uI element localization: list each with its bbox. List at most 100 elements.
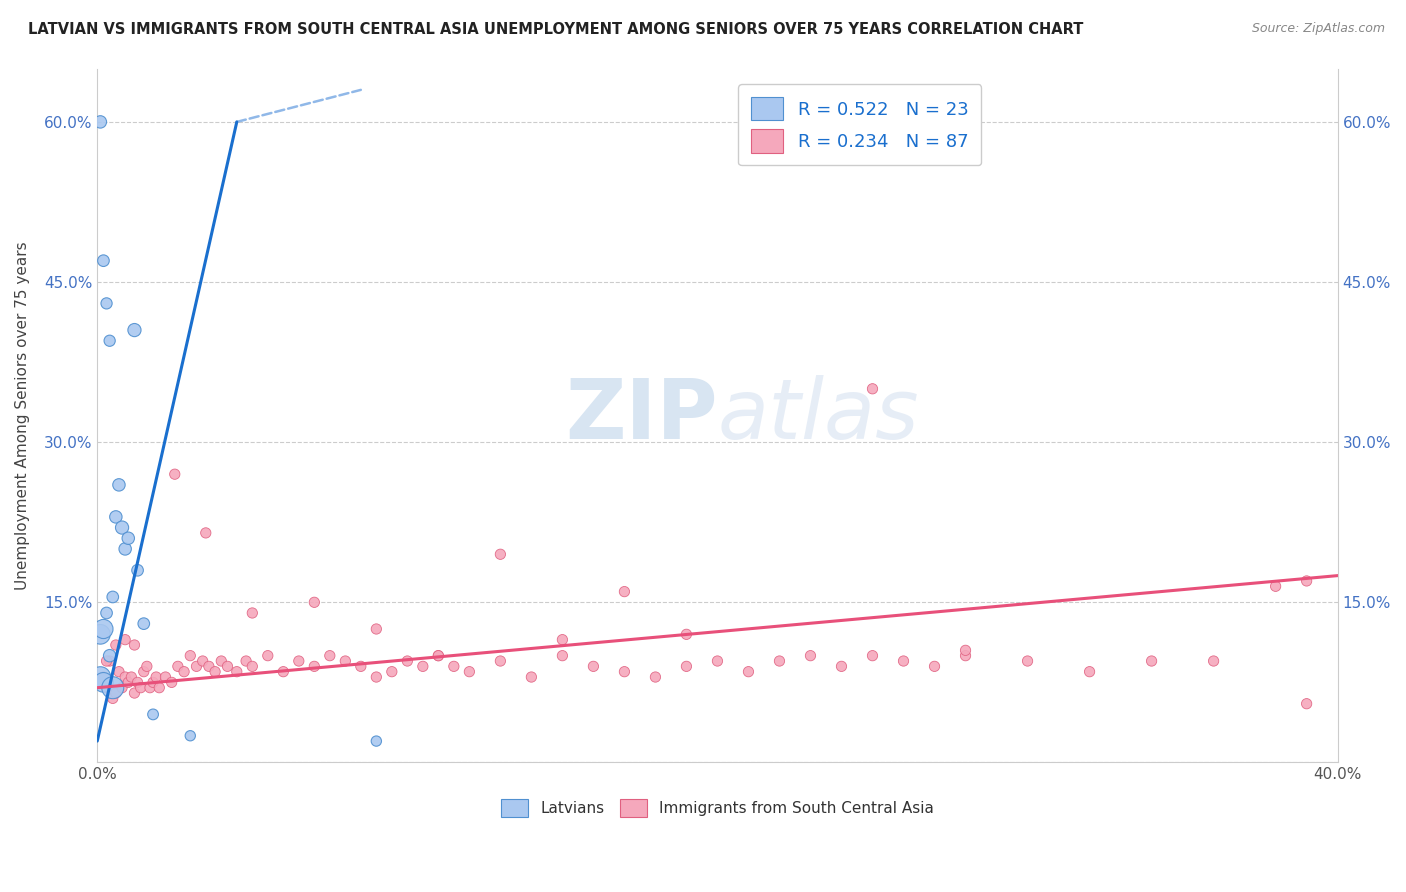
Point: [319, 648, 342, 663]
Point: [335, 654, 357, 668]
Point: [127, 675, 149, 690]
Point: [768, 654, 790, 668]
Point: [204, 665, 226, 679]
Point: [862, 648, 884, 663]
Point: [443, 659, 465, 673]
Point: [93, 253, 115, 268]
Point: [191, 654, 214, 668]
Point: [304, 595, 326, 609]
Point: [129, 681, 152, 695]
Point: [111, 681, 134, 695]
Point: [427, 648, 450, 663]
Point: [235, 654, 257, 668]
Point: [893, 654, 915, 668]
Text: LATVIAN VS IMMIGRANTS FROM SOUTH CENTRAL ASIA UNEMPLOYMENT AMONG SENIORS OVER 75: LATVIAN VS IMMIGRANTS FROM SOUTH CENTRAL…: [28, 22, 1084, 37]
Point: [114, 632, 136, 647]
Point: [924, 659, 946, 673]
Point: [366, 734, 388, 748]
Point: [93, 622, 115, 636]
Point: [551, 632, 574, 647]
Point: [186, 659, 208, 673]
Point: [412, 659, 434, 673]
Point: [167, 659, 190, 673]
Point: [366, 670, 388, 684]
Point: [288, 654, 311, 668]
Point: [489, 654, 512, 668]
Point: [160, 675, 183, 690]
Point: [135, 659, 157, 673]
Point: [955, 643, 977, 657]
Point: [830, 659, 852, 673]
Point: [96, 681, 118, 695]
Point: [366, 622, 388, 636]
Point: [104, 509, 127, 524]
Point: [98, 334, 121, 348]
Point: [1140, 654, 1163, 668]
Point: [520, 670, 543, 684]
Point: [458, 665, 481, 679]
Point: [350, 659, 373, 673]
Point: [117, 675, 139, 690]
Text: atlas: atlas: [717, 375, 920, 456]
Point: [89, 627, 111, 641]
Point: [256, 648, 278, 663]
Point: [127, 563, 149, 577]
Point: [98, 648, 121, 663]
Point: [142, 707, 165, 722]
Point: [132, 665, 155, 679]
Point: [142, 675, 165, 690]
Point: [155, 670, 177, 684]
Point: [862, 382, 884, 396]
Point: [101, 691, 124, 706]
Point: [163, 467, 186, 482]
Point: [1295, 697, 1317, 711]
Point: [179, 648, 201, 663]
Point: [209, 654, 232, 668]
Point: [98, 654, 121, 668]
Point: [613, 584, 636, 599]
Point: [1078, 665, 1101, 679]
Point: [675, 659, 697, 673]
Point: [194, 525, 217, 540]
Point: [582, 659, 605, 673]
Point: [240, 659, 263, 673]
Point: [96, 654, 118, 668]
Point: [240, 606, 263, 620]
Point: [101, 681, 124, 695]
Point: [644, 670, 666, 684]
Point: [93, 670, 115, 684]
Point: [139, 681, 162, 695]
Point: [96, 606, 118, 620]
Point: [396, 654, 419, 668]
Point: [96, 296, 118, 310]
Point: [120, 670, 142, 684]
Point: [173, 665, 195, 679]
Point: [1202, 654, 1225, 668]
Point: [955, 648, 977, 663]
Point: [111, 520, 134, 534]
Point: [225, 665, 247, 679]
Point: [706, 654, 728, 668]
Point: [675, 627, 697, 641]
Point: [148, 681, 170, 695]
Text: Source: ZipAtlas.com: Source: ZipAtlas.com: [1251, 22, 1385, 36]
Point: [381, 665, 404, 679]
Point: [114, 670, 136, 684]
Point: [101, 590, 124, 604]
Point: [132, 616, 155, 631]
Point: [89, 670, 111, 684]
Point: [737, 665, 759, 679]
Point: [551, 648, 574, 663]
Point: [124, 686, 146, 700]
Point: [1264, 579, 1286, 593]
Point: [89, 675, 111, 690]
Point: [104, 638, 127, 652]
Point: [179, 729, 201, 743]
Point: [217, 659, 239, 673]
Point: [1017, 654, 1039, 668]
Point: [108, 478, 131, 492]
Point: [198, 659, 221, 673]
Point: [613, 665, 636, 679]
Point: [799, 648, 821, 663]
Point: [114, 541, 136, 556]
